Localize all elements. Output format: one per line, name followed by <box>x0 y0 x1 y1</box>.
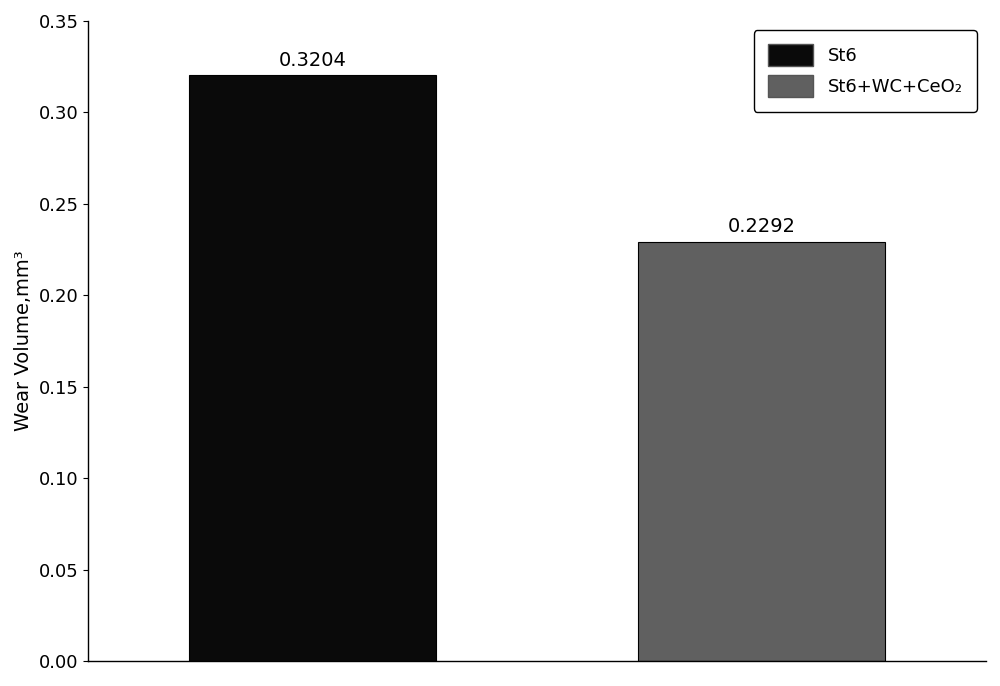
Bar <box>638 242 885 661</box>
Bar <box>189 75 436 661</box>
Legend: St6, St6+WC+CeO₂: St6, St6+WC+CeO₂ <box>754 30 977 112</box>
Text: 0.3204: 0.3204 <box>279 51 347 69</box>
Text: 0.2292: 0.2292 <box>728 217 796 237</box>
Y-axis label: Wear Volume,mm³: Wear Volume,mm³ <box>14 250 33 431</box>
